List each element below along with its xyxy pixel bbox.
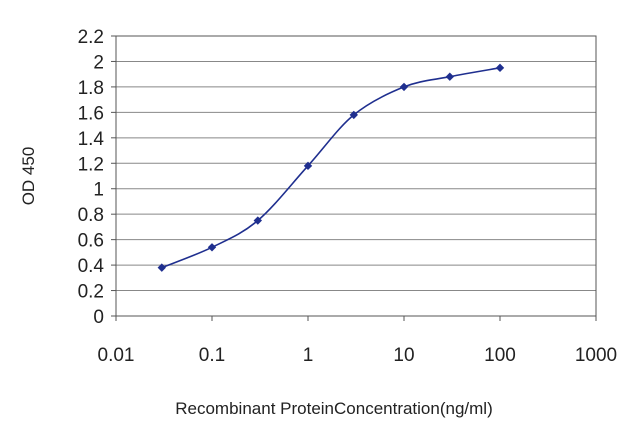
series-layer — [157, 63, 505, 272]
data-point — [495, 63, 505, 73]
x-tick-label: 0.1 — [199, 345, 225, 366]
y-tick-label: 2.2 — [78, 27, 104, 48]
data-point — [445, 72, 455, 81]
y-tick-label: 1.4 — [78, 129, 105, 150]
gridlines — [116, 60, 596, 292]
x-tick-label: 1000 — [575, 345, 617, 366]
y-tick-label: 2 — [93, 52, 104, 73]
y-tick-label: 1.6 — [78, 103, 104, 124]
x-tick-label: 1 — [303, 345, 314, 366]
y-tick-label: 0.4 — [78, 256, 105, 277]
y-tick-label: 1.2 — [78, 154, 104, 175]
y-tick-label: 1 — [93, 180, 104, 201]
x-axis-ticks: 0.01 0.1 1 10 100 1000 — [98, 316, 617, 366]
x-axis-title: Recombinant ProteinConcentration(ng/ml) — [175, 399, 493, 418]
data-point — [207, 243, 217, 252]
y-tick-label: 0.6 — [78, 231, 104, 252]
plot-area — [115, 35, 597, 317]
series-line — [161, 67, 501, 269]
y-tick-label: 0 — [93, 307, 104, 328]
data-point — [399, 82, 409, 92]
data-point — [303, 161, 313, 171]
data-point — [253, 216, 263, 225]
x-tick-label: 100 — [484, 345, 516, 366]
y-axis-title: OD 450 — [19, 147, 38, 206]
x-tick-label: 0.01 — [98, 345, 135, 366]
x-tick-label: 10 — [393, 345, 414, 366]
y-tick-label: 0.2 — [78, 282, 104, 303]
data-point — [157, 263, 167, 272]
y-axis-ticks: 0 0.2 0.4 0.6 0.8 1 1.2 1.4 1.6 1.8 2 2.2 — [78, 27, 116, 328]
y-tick-label: 0.8 — [78, 205, 104, 226]
y-tick-label: 1.8 — [78, 78, 104, 99]
data-point — [349, 110, 359, 120]
